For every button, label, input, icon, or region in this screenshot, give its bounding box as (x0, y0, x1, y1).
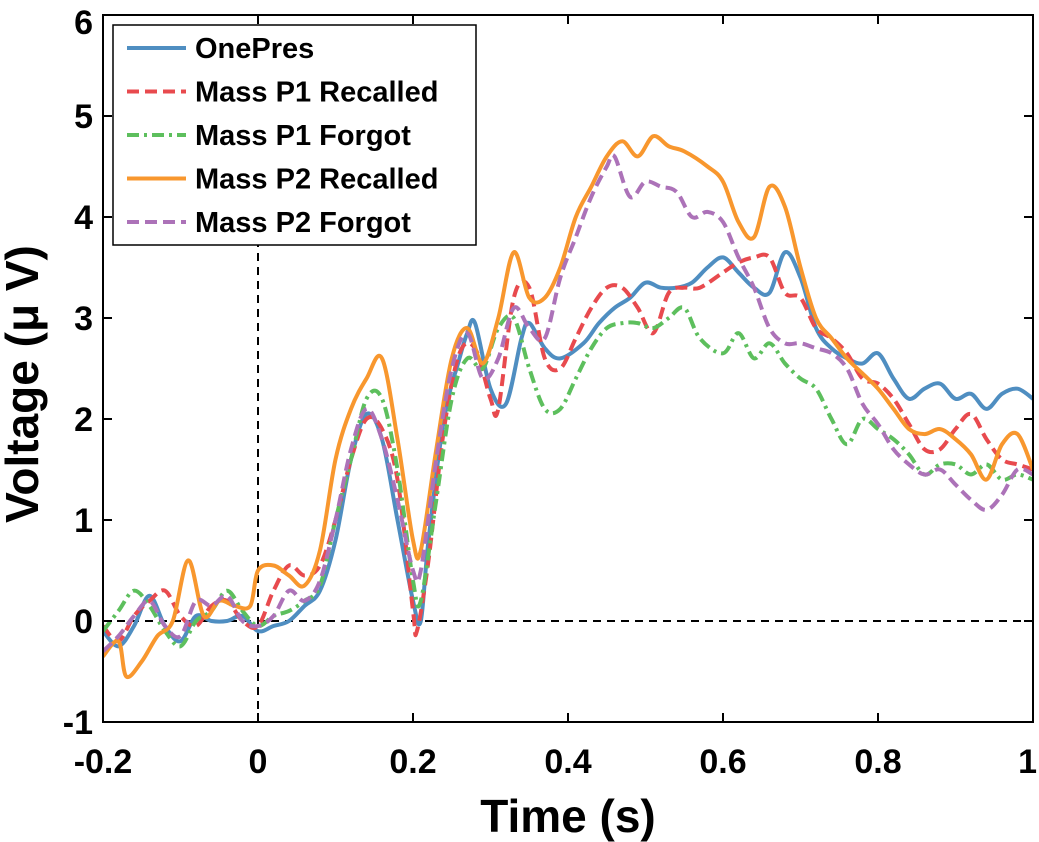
x-tick-label: 0 (249, 743, 268, 781)
x-tick-label: -0.2 (74, 743, 133, 781)
y-tick-label: 0 (74, 603, 93, 641)
series-line-mass-p2-recalled (103, 134, 1033, 680)
legend: OnePres Mass P1 Recalled Mass P1 Forgot Mas… (112, 24, 477, 246)
y-tick-label: 6 (74, 4, 93, 42)
series-layer (103, 134, 1033, 680)
legend-label-mass-p1-forgot: Mass P1 Forgot (195, 120, 411, 152)
x-axis-label: Time (s) (480, 790, 656, 842)
x-tick-label: 1 (1018, 743, 1037, 781)
y-tick-label: 2 (74, 401, 93, 439)
legend-label-mass-p1-recalled: Mass P1 Recalled (195, 77, 438, 109)
x-tick-label: 0.4 (544, 743, 591, 781)
x-tick-label: 0.8 (854, 743, 901, 781)
y-tick-label: 5 (74, 98, 93, 136)
legend-label-onepres: OnePres (195, 33, 314, 65)
legend-label-mass-p2-recalled: Mass P2 Recalled (195, 164, 438, 196)
y-axis-ticks: -1 0 1 2 3 4 5 6 (63, 4, 1033, 742)
x-tick-label: 0.2 (389, 743, 436, 781)
y-tick-label: 1 (74, 502, 93, 540)
x-tick-label: 0.6 (699, 743, 746, 781)
y-tick-label: -1 (63, 704, 93, 742)
y-tick-label: 4 (74, 199, 93, 237)
series-line-mass-p2-forgot (103, 152, 1033, 653)
y-axis-label: Voltage (μ V) (0, 245, 48, 523)
y-tick-label: 3 (74, 300, 93, 338)
x-axis-ticks: -0.2 0 0.2 0.4 0.6 0.8 1 (74, 15, 1037, 781)
legend-label-mass-p2-forgot: Mass P2 Forgot (195, 207, 411, 239)
series-line-onepres (103, 250, 1033, 649)
legend-box (112, 24, 477, 246)
